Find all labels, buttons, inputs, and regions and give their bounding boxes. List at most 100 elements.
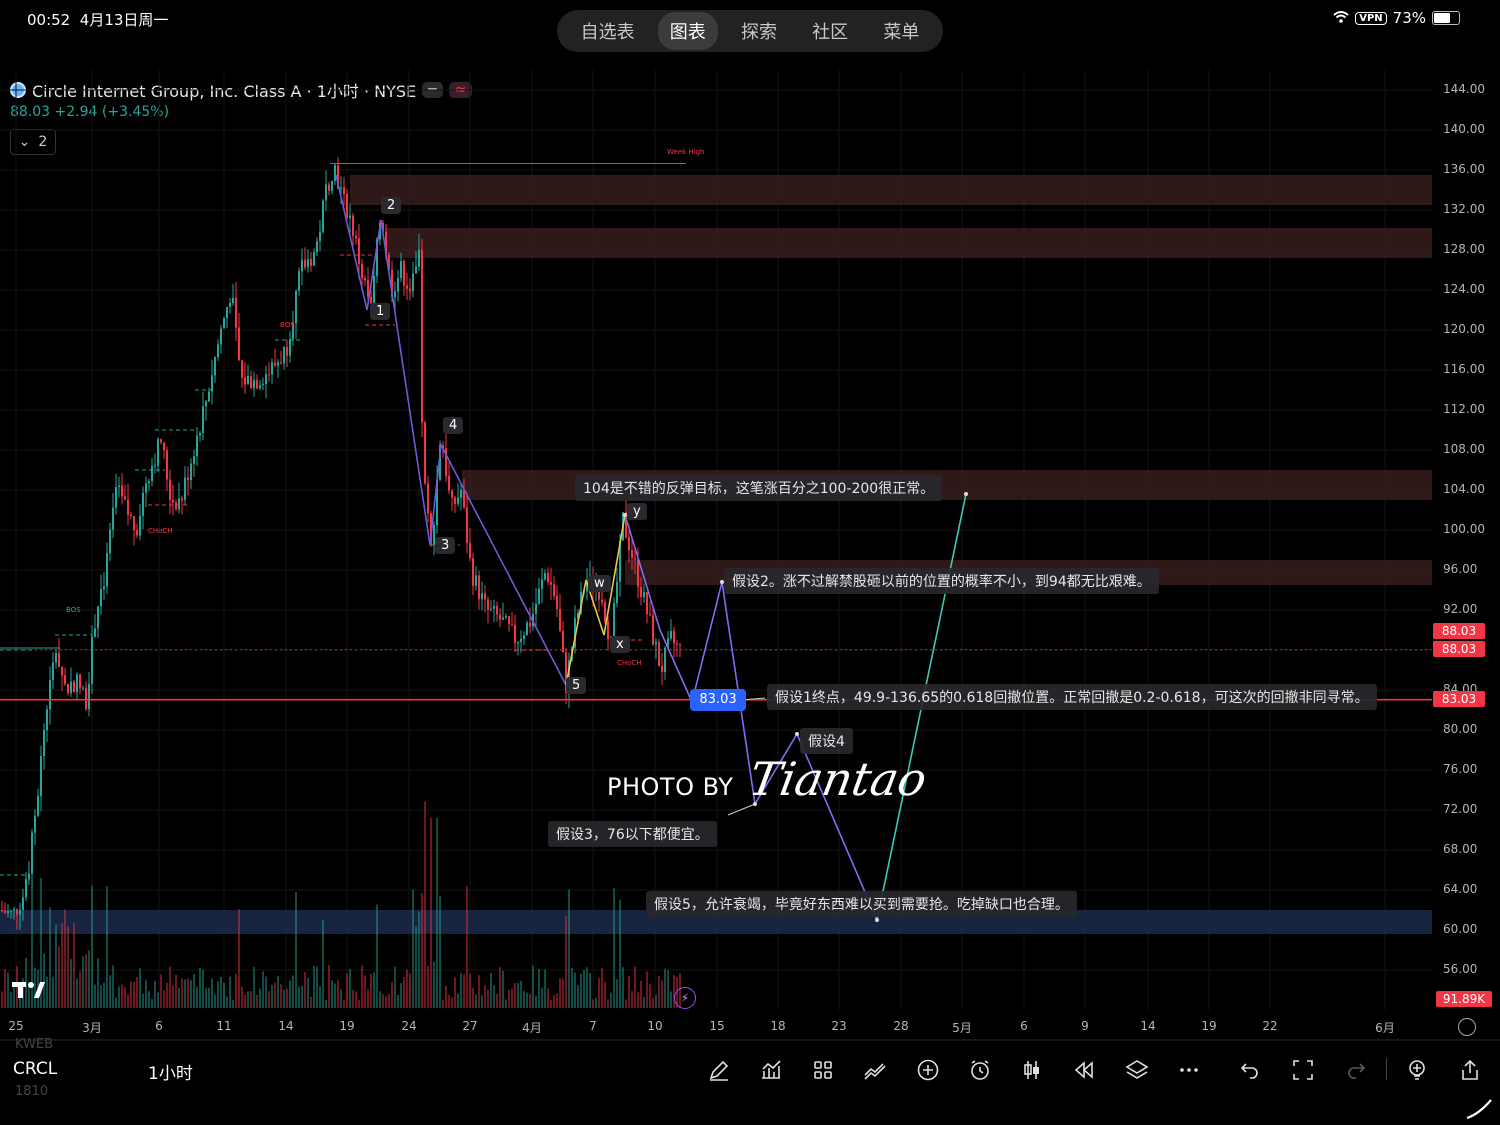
volume-bar	[421, 893, 423, 1008]
volume-bar	[538, 969, 540, 1008]
lightning-icon[interactable]: ⚡	[674, 987, 696, 1009]
compare-icon[interactable]	[862, 1057, 888, 1083]
indicators-icon[interactable]	[758, 1057, 784, 1083]
volume-bar	[241, 987, 243, 1008]
idea-icon[interactable]	[1404, 1057, 1430, 1083]
candle-body	[433, 524, 435, 545]
redo-icon[interactable]	[1343, 1057, 1369, 1083]
candle-body	[25, 879, 27, 898]
wave-label-x[interactable]: x	[610, 636, 630, 653]
y-tick-label: 100.00	[1443, 522, 1485, 536]
candle-body	[109, 529, 111, 554]
candle-body	[250, 376, 252, 389]
candle-body	[166, 450, 168, 480]
volume-bar	[64, 909, 66, 1008]
volume-bar	[499, 966, 501, 1008]
annotation-hypothesis-5[interactable]: 假设5，允许衰竭，毕竟好东西难以买到需要抢。吃掉缺口也合理。	[646, 891, 1077, 917]
more-icon[interactable]	[1176, 1057, 1202, 1083]
layout-icon[interactable]	[810, 1057, 836, 1083]
alert-icon[interactable]	[967, 1057, 993, 1083]
volume-bar	[202, 969, 204, 1008]
volume-bar	[142, 993, 144, 1008]
x-tick-label: 6	[1020, 1019, 1028, 1033]
elliott-wave-path	[335, 174, 567, 686]
volume-bar	[229, 976, 231, 1008]
candle-body	[175, 502, 177, 510]
wave-label-1[interactable]: 1	[370, 303, 391, 320]
volume-bar	[58, 946, 60, 1008]
wave-label-4[interactable]: 4	[443, 417, 464, 434]
wave-label-y[interactable]: y	[627, 503, 647, 520]
add-icon[interactable]	[915, 1057, 941, 1083]
pen-icon[interactable]	[706, 1057, 732, 1083]
settings-gear-icon[interactable]	[1458, 1018, 1476, 1036]
volume-bar	[7, 972, 9, 1008]
candle-body	[190, 463, 192, 481]
wave-label-2[interactable]: 2	[381, 197, 402, 214]
candle-body	[202, 406, 204, 434]
volume-bar	[571, 967, 573, 1008]
annotation-target-104[interactable]: 104是不错的反弹目标，这笔涨百分之100-200很正常。	[575, 475, 943, 501]
volume-bar	[97, 958, 99, 1008]
path-node	[795, 732, 799, 736]
toolbar-symbol[interactable]: CRCL	[13, 1059, 58, 1079]
volume-bar	[493, 985, 495, 1008]
candle-body	[517, 642, 519, 644]
replay-icon[interactable]	[1071, 1057, 1097, 1083]
cursor-price-tag[interactable]: 83.03	[690, 689, 746, 711]
volume-bar	[502, 970, 504, 1008]
volume-bar	[187, 978, 189, 1008]
tab-menu[interactable]: 菜单	[883, 22, 920, 43]
toolbar-interval[interactable]: 1小时	[148, 1064, 193, 1084]
candle-body	[331, 180, 333, 191]
candle-body	[466, 507, 468, 543]
volume-bar	[535, 995, 537, 1008]
volume-bar	[610, 992, 612, 1008]
callout-line	[745, 697, 766, 701]
candle-body	[253, 380, 255, 389]
volume-bar	[664, 968, 666, 1008]
tab-chart[interactable]: 图表	[657, 12, 718, 50]
tab-community[interactable]: 社区	[812, 22, 849, 43]
annotation-hypothesis-1[interactable]: 假设1终点，49.9-136.65的0.618回撤位置。正常回撤是0.2-0.6…	[767, 684, 1377, 710]
candle-body	[319, 231, 321, 242]
candle-body	[388, 254, 390, 270]
annotation-hypothesis-3[interactable]: 假设3，76以下都便宜。	[548, 821, 717, 847]
volume-bar	[328, 965, 330, 1008]
wave-label-w[interactable]: w	[588, 575, 611, 592]
candle-body	[529, 622, 531, 627]
volume-bar	[586, 967, 588, 1008]
candle-body	[247, 376, 249, 385]
volume-bar	[31, 887, 33, 1008]
candle-body	[550, 582, 552, 585]
volume-bar	[100, 985, 102, 1008]
share-icon[interactable]	[1457, 1057, 1483, 1083]
fullscreen-icon[interactable]	[1290, 1057, 1316, 1083]
volume-bar	[331, 980, 333, 1008]
y-tick-label: 120.00	[1443, 322, 1485, 336]
zone-supply	[385, 228, 1432, 258]
annotation-hypothesis-2[interactable]: 假设2。涨不过解禁股砸以前的位置的概率不小，到94都无比艰难。	[724, 568, 1159, 594]
wave-label-5[interactable]: 5	[566, 677, 587, 694]
status-indicators: VPN 73%	[1333, 9, 1460, 27]
candle-body	[457, 497, 459, 504]
candle-body	[634, 557, 636, 560]
undo-icon[interactable]	[1237, 1057, 1263, 1083]
candle-body	[418, 249, 420, 267]
x-tick-label: 14	[1140, 1019, 1156, 1033]
candle-type-icon[interactable]	[1019, 1057, 1045, 1083]
volume-bar	[433, 961, 435, 1008]
tab-watchlist[interactable]: 自选表	[580, 22, 635, 43]
candle-body	[268, 374, 270, 376]
candle-body	[481, 593, 483, 600]
annotation-hypothesis-4[interactable]: 假设4	[800, 728, 853, 754]
layers-icon[interactable]	[1124, 1057, 1150, 1083]
volume-bar	[379, 991, 381, 1008]
pencil-hint-icon[interactable]	[1465, 1098, 1493, 1124]
tab-explore[interactable]: 探索	[740, 22, 777, 43]
wave-label-3[interactable]: 3	[435, 537, 456, 554]
volume-bar	[592, 999, 594, 1008]
volume-bar	[190, 980, 192, 1008]
tradingview-logo	[12, 979, 46, 1006]
